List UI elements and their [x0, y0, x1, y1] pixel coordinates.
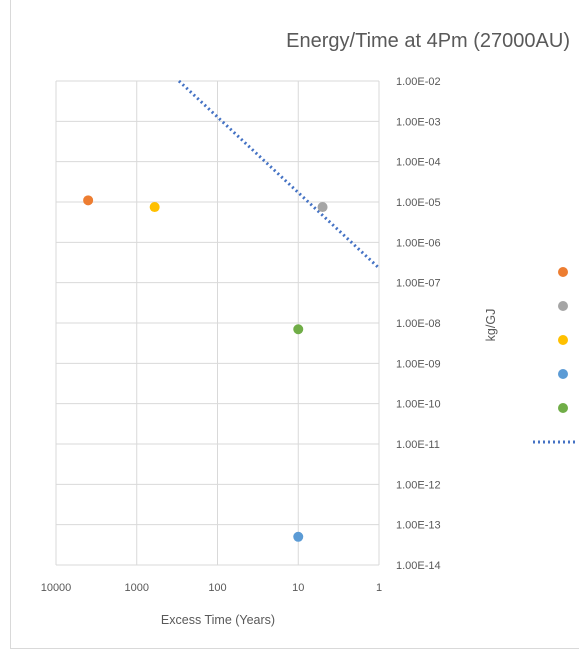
legend-marker	[558, 301, 568, 311]
x-tick-label: 10	[292, 582, 304, 594]
data-point	[83, 195, 94, 206]
x-tick-label: 1000	[125, 582, 149, 594]
x-tick-label: 100	[208, 582, 226, 594]
y-tick-label: 1.00E-10	[396, 399, 441, 411]
y-tick-label: 1.00E-07	[396, 278, 441, 290]
y-tick-label: 1.00E-08	[396, 318, 441, 330]
legend-marker	[558, 403, 568, 413]
y-tick-label: 1.00E-02	[396, 76, 441, 88]
x-axis-title: Excess Time (Years)	[161, 613, 275, 627]
x-tick-label: 1	[376, 582, 382, 594]
data-point	[317, 202, 328, 213]
x-tick-labels: 10000 1000 100 10 1	[41, 582, 382, 594]
legend-marker	[558, 369, 568, 379]
trendline	[177, 79, 381, 270]
grid-lines	[55, 80, 380, 566]
legend-marker	[558, 267, 568, 277]
data-points	[83, 195, 328, 542]
y-tick-label: 1.00E-13	[396, 520, 441, 532]
data-point	[293, 531, 304, 542]
y-tick-label: 1.00E-03	[396, 116, 441, 128]
legend-marker	[558, 335, 568, 345]
y-tick-label: 1.00E-05	[396, 197, 441, 209]
data-point	[293, 324, 304, 335]
y-tick-label: 1.00E-09	[396, 358, 441, 370]
y-tick-labels: 1.00E-02 1.00E-03 1.00E-04 1.00E-05 1.00E-06…	[396, 76, 441, 572]
y-tick-label: 1.00E-06	[396, 237, 441, 249]
y-tick-label: 1.00E-04	[396, 157, 441, 169]
legend	[533, 267, 577, 444]
x-tick-label: 10000	[41, 582, 72, 594]
chart-title: Energy/Time at 4Pm (27000AU)	[286, 30, 570, 52]
y-tick-label: 1.00E-14	[396, 560, 441, 572]
y-axis-title: kg/GJ	[484, 309, 498, 342]
y-tick-label: 1.00E-11	[396, 439, 440, 451]
trendline-layer	[177, 79, 381, 270]
data-point	[149, 202, 160, 213]
y-tick-label: 1.00E-12	[396, 479, 441, 491]
